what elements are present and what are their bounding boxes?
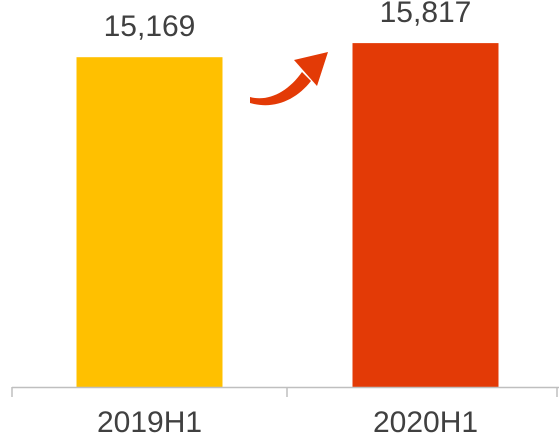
- x-axis-ticks: [11, 387, 558, 397]
- arrow-head: [294, 52, 328, 86]
- bar-2019H1: [76, 57, 223, 387]
- arrow-body: [250, 72, 311, 106]
- tick-label-2020H1: 2020H1: [373, 406, 478, 437]
- x-axis-tick-labels: 2019H1 2020H1: [97, 406, 478, 437]
- value-labels-group: 15,169 15,817: [104, 0, 472, 43]
- bar-2020H1: [352, 43, 499, 388]
- value-label-2020H1: 15,817: [380, 0, 472, 29]
- curved-up-arrow-icon: [250, 52, 328, 106]
- value-label-2019H1: 15,169: [104, 10, 196, 43]
- tick-label-2019H1: 2019H1: [97, 406, 202, 437]
- bars-group: [76, 43, 499, 388]
